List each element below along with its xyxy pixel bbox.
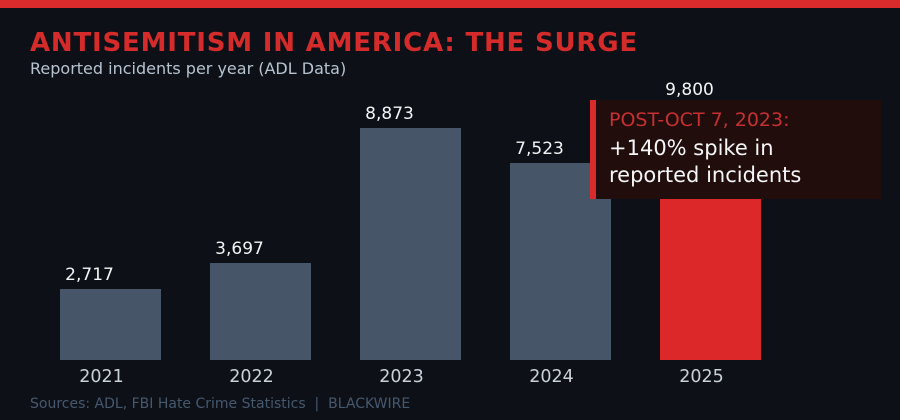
top-accent-bar <box>0 0 900 8</box>
callout-content: POST-OCT 7, 2023: +140% spike in reporte… <box>609 109 873 189</box>
bar-2022 <box>210 263 311 360</box>
x-tick-2023: 2023 <box>379 367 424 387</box>
x-tick-2025: 2025 <box>679 367 724 387</box>
value-label-2023: 8,873 <box>365 104 414 124</box>
value-label-2022: 3,697 <box>215 239 264 259</box>
callout-body-line2: reported incidents <box>609 163 802 187</box>
sources-footer: Sources: ADL, FBI Hate Crime Statistics … <box>30 396 411 412</box>
page-subtitle: Reported incidents per year (ADL Data) <box>30 59 347 78</box>
callout-accent-stripe <box>590 100 596 199</box>
callout-body-line1: +140% spike in <box>609 136 774 160</box>
bar-2023 <box>360 128 461 360</box>
x-tick-2022: 2022 <box>229 367 274 387</box>
bar-2021 <box>60 289 161 360</box>
x-tick-2021: 2021 <box>79 367 124 387</box>
value-label-2025: 9,800 <box>665 80 714 100</box>
callout-box: POST-OCT 7, 2023: +140% spike in reporte… <box>590 100 881 199</box>
value-label-2021: 2,717 <box>65 265 114 285</box>
callout-heading: POST-OCT 7, 2023: <box>609 109 790 131</box>
x-tick-2024: 2024 <box>529 367 574 387</box>
value-label-2024: 7,523 <box>515 139 564 159</box>
page-title: ANTISEMITISM IN AMERICA: THE SURGE <box>30 28 638 58</box>
